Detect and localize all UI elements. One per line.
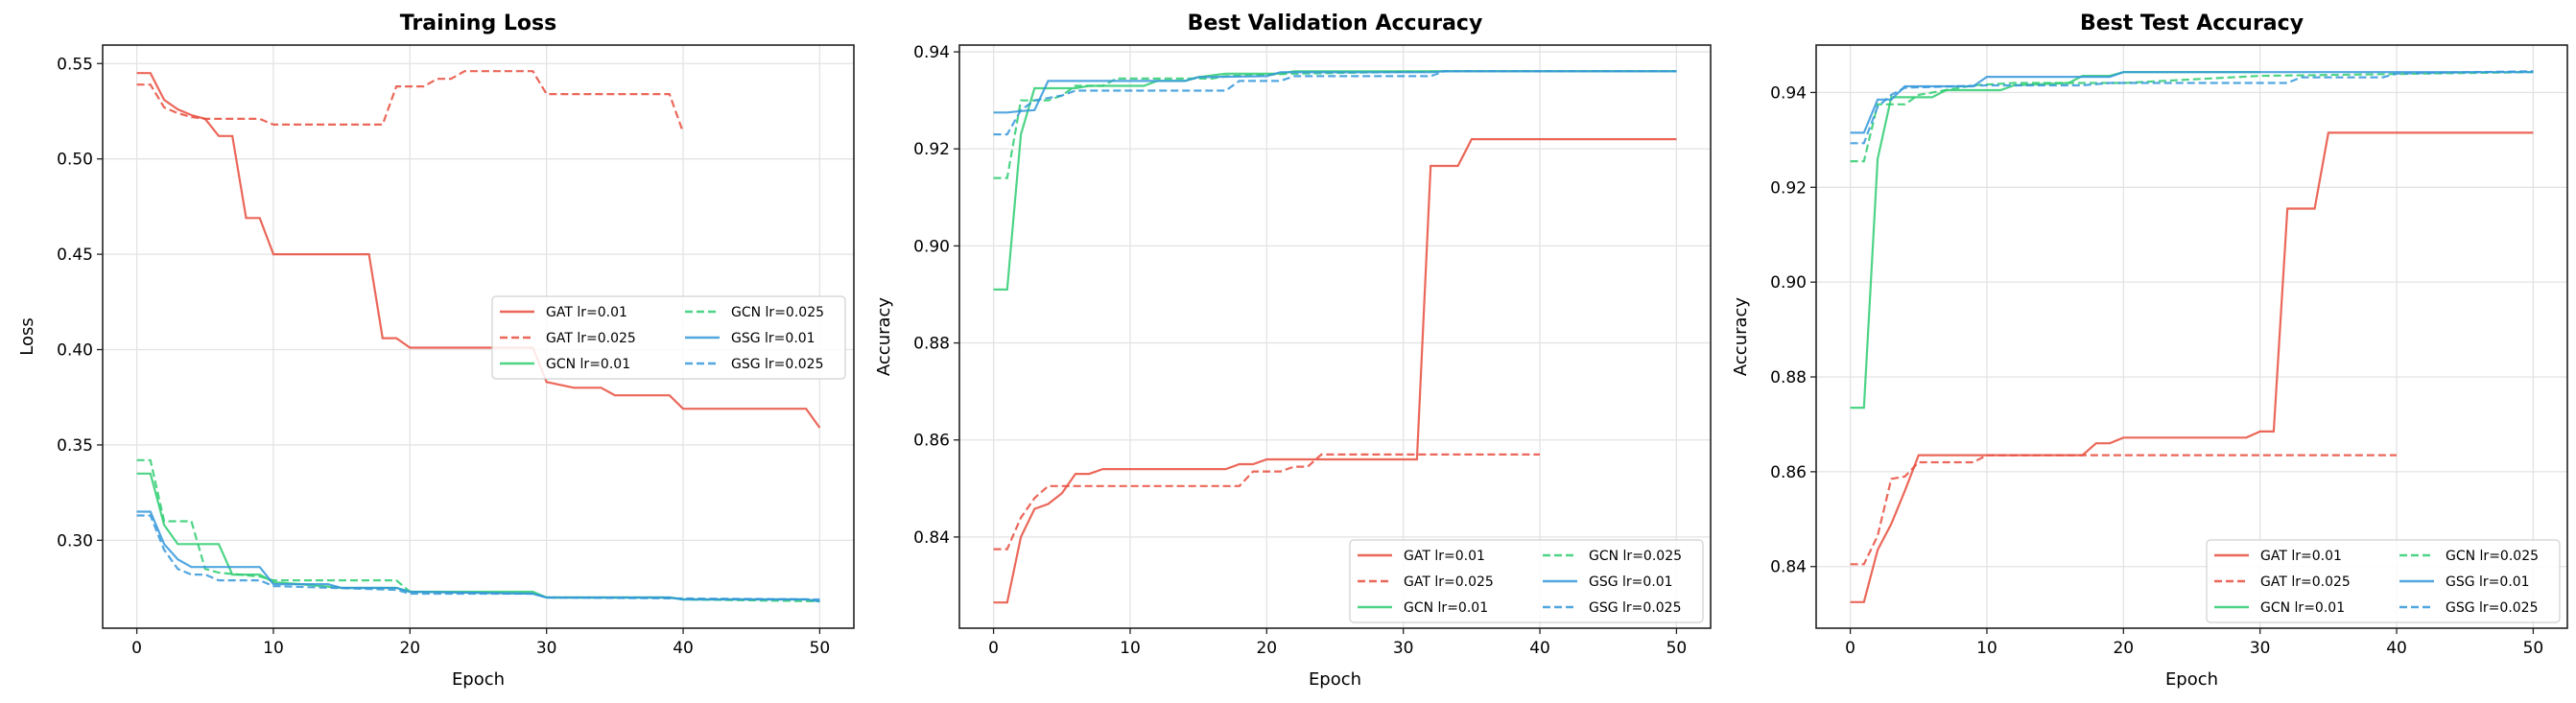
axes-frame (1815, 44, 2568, 629)
axes-frame (102, 44, 855, 629)
y-tick-label: 0.88 (1770, 368, 1807, 387)
x-tick-label: 0 (1845, 639, 1855, 658)
legend-label: GCN lr=0.025 (2446, 549, 2539, 564)
chart-title: Best Test Accuracy (2080, 12, 2304, 35)
legend-label: GAT lr=0.025 (2260, 574, 2351, 590)
y-tick-label: 0.90 (1770, 273, 1807, 293)
series-line-gat-lr-0-01 (136, 72, 821, 429)
y-tick-label: 0.50 (57, 151, 93, 170)
chart-panel: 0 10 20 30 40 50 0.84 0.86 0.88 0.90 0.92 0.94 Best … (874, 12, 1712, 690)
chart-title: Training Loss (400, 12, 556, 35)
legend-label: GSG lr=0.025 (2446, 600, 2539, 616)
series-line-gcn-lr-0-01 (136, 472, 820, 603)
legend-label: GAT lr=0.025 (546, 331, 636, 346)
series-line-gsg-lr-0-025 (136, 514, 820, 601)
x-axis-label: Epoch (2165, 669, 2218, 690)
series-line-gcn-lr-0-025 (1850, 71, 2534, 163)
x-tick-label: 40 (1529, 639, 1550, 658)
series-line-gat-lr-0-025 (993, 453, 1540, 551)
x-tick-label: 30 (536, 639, 557, 658)
y-tick-label: 0.90 (913, 237, 950, 256)
legend-label: GSG lr=0.025 (1589, 600, 1682, 616)
series-line-gsg-lr-0-01 (993, 70, 1677, 114)
legend-box (491, 295, 846, 380)
y-axis-label: Accuracy (874, 297, 894, 377)
series-line-gcn-lr-0-01 (1850, 71, 2260, 410)
y-tick-label: 0.84 (913, 528, 950, 548)
chart-panel: 0 10 20 30 40 50 0.30 0.35 0.40 0.45 0.50 0.55 Train… (17, 12, 855, 690)
y-tick-label: 0.45 (57, 246, 93, 265)
legend-label: GAT lr=0.01 (1404, 549, 1485, 564)
x-tick-label: 0 (131, 639, 142, 658)
x-tick-label: 30 (2250, 639, 2271, 658)
series-line-gat-lr-0-025 (1850, 454, 2397, 566)
legend-label: GAT lr=0.01 (546, 305, 627, 320)
y-tick-label: 0.84 (1770, 558, 1807, 577)
axes-frame (958, 44, 1712, 629)
series-line-gsg-lr-0-025 (993, 70, 1677, 136)
y-axis-label: Accuracy (1731, 297, 1751, 377)
x-tick-label: 10 (263, 639, 284, 658)
legend: GAT lr=0.01 GAT lr=0.025 GCN lr=0.01 GCN lr… (1349, 539, 1704, 623)
x-tick-label: 20 (2113, 639, 2134, 658)
legend-label: GSG lr=0.01 (1589, 574, 1673, 590)
legend-label: GAT lr=0.01 (2260, 549, 2342, 564)
x-tick-label: 20 (1256, 639, 1277, 658)
x-tick-label: 40 (2386, 639, 2407, 658)
series-line-gcn-lr-0-025 (993, 70, 1677, 179)
series-line-gcn-lr-0-01 (993, 70, 1677, 291)
series-line-gsg-lr-0-01 (1850, 71, 2534, 134)
legend-label: GAT lr=0.025 (1404, 574, 1494, 590)
x-tick-label: 50 (810, 639, 831, 658)
y-tick-label: 0.92 (913, 140, 950, 159)
legend-label: GSG lr=0.025 (731, 357, 824, 372)
series-line-gcn-lr-0-025 (136, 458, 820, 603)
legend-label: GCN lr=0.025 (1589, 549, 1682, 564)
x-tick-label: 50 (2523, 639, 2544, 658)
y-tick-label: 0.86 (913, 432, 950, 451)
y-tick-label: 0.94 (1770, 83, 1807, 103)
legend-label: GSG lr=0.01 (2446, 574, 2530, 590)
series-line-gat-lr-0-025 (136, 70, 685, 133)
x-tick-label: 50 (1666, 639, 1688, 658)
series-line-gat-lr-0-01 (993, 138, 1677, 604)
legend-box (1349, 539, 1704, 623)
y-tick-label: 0.40 (57, 341, 93, 361)
chart-panel: 0 10 20 30 40 50 0.84 0.86 0.88 0.90 0.92 0.94 Best … (1731, 12, 2568, 690)
legend-label: GCN lr=0.01 (546, 357, 630, 372)
legend-box (2206, 539, 2561, 623)
x-axis-label: Epoch (452, 669, 505, 690)
x-tick-label: 30 (1393, 639, 1414, 658)
legend-label: GCN lr=0.01 (2260, 600, 2345, 616)
y-tick-label: 0.88 (913, 335, 950, 354)
y-tick-label: 0.55 (57, 55, 93, 74)
series-line-gsg-lr-0-01 (136, 510, 820, 603)
x-tick-label: 20 (399, 639, 420, 658)
x-tick-label: 10 (1120, 639, 1141, 658)
legend: GAT lr=0.01 GAT lr=0.025 GCN lr=0.01 GCN lr… (491, 295, 846, 380)
y-tick-label: 0.92 (1770, 178, 1807, 198)
y-tick-label: 0.86 (1770, 463, 1807, 482)
y-tick-label: 0.35 (57, 436, 93, 456)
legend-label: GCN lr=0.01 (1404, 600, 1488, 616)
series-line-gat-lr-0-01 (1850, 131, 2534, 603)
legend-label: GCN lr=0.025 (731, 305, 824, 320)
y-tick-label: 0.30 (57, 531, 93, 551)
x-tick-label: 10 (1976, 639, 1997, 658)
x-tick-label: 0 (988, 639, 999, 658)
y-axis-label: Loss (17, 317, 37, 355)
x-tick-label: 40 (673, 639, 694, 658)
legend-label: GSG lr=0.01 (731, 331, 815, 346)
legend: GAT lr=0.01 GAT lr=0.025 GCN lr=0.01 GCN lr… (2206, 539, 2561, 623)
y-tick-label: 0.94 (913, 43, 950, 62)
x-axis-label: Epoch (1309, 669, 1361, 690)
chart-title: Best Validation Accuracy (1188, 12, 1483, 35)
series-line-gsg-lr-0-025 (1850, 70, 2534, 145)
